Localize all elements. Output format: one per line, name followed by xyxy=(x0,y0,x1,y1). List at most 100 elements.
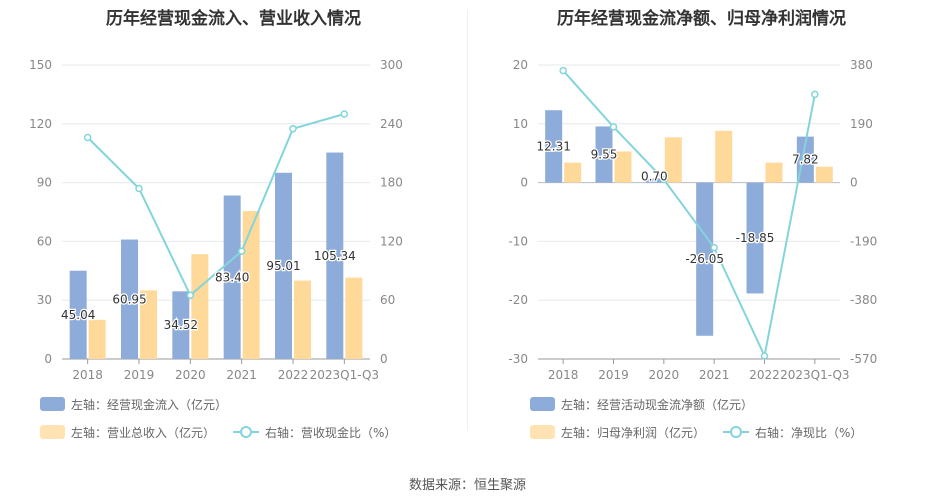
bar-4 xyxy=(746,182,764,294)
chart-title: 历年经营现金流净额、归母净利润情况 xyxy=(557,9,846,29)
x-axis-tick-label: 2020 xyxy=(649,368,680,382)
bar-1 xyxy=(121,239,138,359)
right-axis-tick-label: 300 xyxy=(380,58,403,72)
x-axis-tick-label: 2021 xyxy=(699,368,730,382)
ratio-line xyxy=(86,113,345,297)
data-label: 9.55 xyxy=(591,148,618,162)
data-label: -26.05 xyxy=(685,252,724,266)
right-axis-tick-label: 0 xyxy=(850,176,858,190)
ratio-point xyxy=(135,184,143,193)
bar-secondary-1 xyxy=(614,151,632,183)
left-axis-tick-label: -30 xyxy=(508,352,528,366)
data-source: 数据来源：恒生聚源 xyxy=(408,478,526,493)
x-axis-tick-label: 2023Q1-Q3 xyxy=(310,368,379,382)
data-label: 95.01 xyxy=(266,259,300,273)
ratio-point xyxy=(237,247,246,255)
left-axis-tick-label: 0 xyxy=(44,352,52,366)
legend-item-net-cash-flow[interactable]: 左轴：经营活动现金流净额（亿元） xyxy=(530,396,753,413)
data-label: 7.82 xyxy=(792,153,819,167)
chart-panel-net-cash-flow: 历年经营现金流净额、归母净利润情况 -30 -570 -20 -380 -10 -190 0… xyxy=(468,0,935,450)
left-axis-tick-label: 90 xyxy=(37,176,52,190)
bar-secondary-0 xyxy=(88,319,106,359)
left-axis-tick-label: -20 xyxy=(508,293,528,307)
legend-swatch xyxy=(40,425,65,439)
ratio-point xyxy=(559,66,567,75)
x-axis-tick-label: 2023Q1-Q3 xyxy=(780,368,849,382)
chart-panel-cash-inflow: 历年经营现金流入、营业收入情况 0 0 30 60 60 120 90 180 120 240 15… xyxy=(0,0,467,450)
bar-0 xyxy=(69,270,87,359)
ratio-point xyxy=(811,90,819,99)
left-axis-tick-label: 120 xyxy=(29,117,52,131)
chart-title: 历年经营现金流入、营业收入情况 xyxy=(106,9,361,29)
x-axis-tick-label: 2019 xyxy=(598,368,629,382)
ratio-point xyxy=(83,133,92,142)
data-label: 83.40 xyxy=(215,270,249,284)
legend-label: 左轴：经营活动现金流净额（亿元） xyxy=(561,397,754,412)
bar-0 xyxy=(545,110,563,183)
legend-item-net-profit[interactable]: 左轴：归母净利润（亿元） xyxy=(530,424,705,441)
x-axis-tick-label: 2022 xyxy=(278,368,309,382)
legend-swatch xyxy=(40,397,65,411)
cash-inflow-chart: 0 0 30 60 60 120 90 180 120 240 150 300 2018 2019 2020… xyxy=(29,58,403,382)
left-axis-tick-label: 60 xyxy=(37,234,52,248)
right-axis-tick-label: 190 xyxy=(850,117,873,131)
ratio-point xyxy=(289,124,297,133)
legend-label: 左轴：经营现金流入（亿元） xyxy=(71,397,228,412)
right-axis-tick-label: 240 xyxy=(380,117,403,131)
ratio-point xyxy=(609,123,618,131)
left-axis-tick-label: 30 xyxy=(37,293,52,307)
bar-secondary-3 xyxy=(242,211,260,359)
net-cash-flow-chart: -30 -570 -20 -380 -10 -190 0 0 10 190 20 380 2018 201… xyxy=(508,58,877,382)
data-label: 12.31 xyxy=(536,139,570,153)
bar-secondary-3 xyxy=(715,130,733,183)
legend-swatch xyxy=(233,425,260,439)
bar-2 xyxy=(172,291,190,359)
ratio-point xyxy=(660,175,668,184)
data-label: 34.52 xyxy=(164,318,198,332)
x-axis-tick-label: 2018 xyxy=(548,368,579,382)
legend-item-net-cash-ratio[interactable]: 右轴：净现比（%） xyxy=(723,424,862,441)
bar-secondary-5 xyxy=(815,166,833,183)
legend-item-revenue[interactable]: 左轴：营业总收入（亿元） xyxy=(40,424,215,441)
ratio-point xyxy=(710,243,718,252)
left-axis-tick-label: 20 xyxy=(513,58,528,72)
x-axis-tick-label: 2019 xyxy=(124,368,155,382)
panel-divider xyxy=(467,10,468,430)
x-axis-tick-label: 2021 xyxy=(226,368,257,382)
legend-item-revenue-cash-ratio[interactable]: 右轴：营收现金比（%） xyxy=(233,424,396,441)
left-axis-tick-label: 0 xyxy=(520,176,528,190)
right-axis-tick-label: 180 xyxy=(380,176,403,190)
legend-swatch xyxy=(723,425,750,439)
ratio-point xyxy=(760,352,769,360)
bar-5 xyxy=(326,152,344,359)
bar-3 xyxy=(223,195,241,359)
legend: 左轴：经营现金流入（亿元） 左轴：营业总收入（亿元） 右轴：营收现金比（%） xyxy=(40,390,414,446)
legend: 左轴：经营活动现金流净额（亿元） 左轴：归母净利润（亿元） 右轴：净现比（%） xyxy=(530,390,880,446)
right-axis-tick-label: 120 xyxy=(380,234,403,248)
left-axis-tick-label: 150 xyxy=(29,58,52,72)
right-axis-tick-label: -570 xyxy=(850,352,877,366)
left-axis-tick-label: -10 xyxy=(508,234,528,248)
right-axis-tick-label: -380 xyxy=(850,293,877,307)
ratio-line xyxy=(562,69,816,360)
ratio-point xyxy=(340,110,349,118)
bar-3 xyxy=(696,182,714,336)
right-axis-tick-label: 0 xyxy=(380,352,388,366)
legend-label: 右轴：营收现金比（%） xyxy=(265,425,397,440)
legend-item-cash-inflow[interactable]: 左轴：经营现金流入（亿元） xyxy=(40,396,227,413)
right-axis-tick-label: -190 xyxy=(850,234,877,248)
bar-4 xyxy=(275,172,292,359)
bar-secondary-2 xyxy=(664,137,682,183)
right-axis-tick-label: 380 xyxy=(850,58,873,72)
legend-label: 左轴：营业总收入（亿元） xyxy=(71,425,216,440)
x-axis-tick-label: 2018 xyxy=(72,368,103,382)
right-axis-tick-label: 60 xyxy=(380,293,395,307)
data-label: 45.04 xyxy=(61,308,95,322)
ratio-point xyxy=(186,291,195,300)
bar-secondary-1 xyxy=(140,290,157,359)
bar-secondary-5 xyxy=(345,277,363,359)
data-label: -18.85 xyxy=(736,231,775,245)
bar-secondary-4 xyxy=(765,162,783,183)
x-axis-tick-label: 2022 xyxy=(749,368,780,382)
